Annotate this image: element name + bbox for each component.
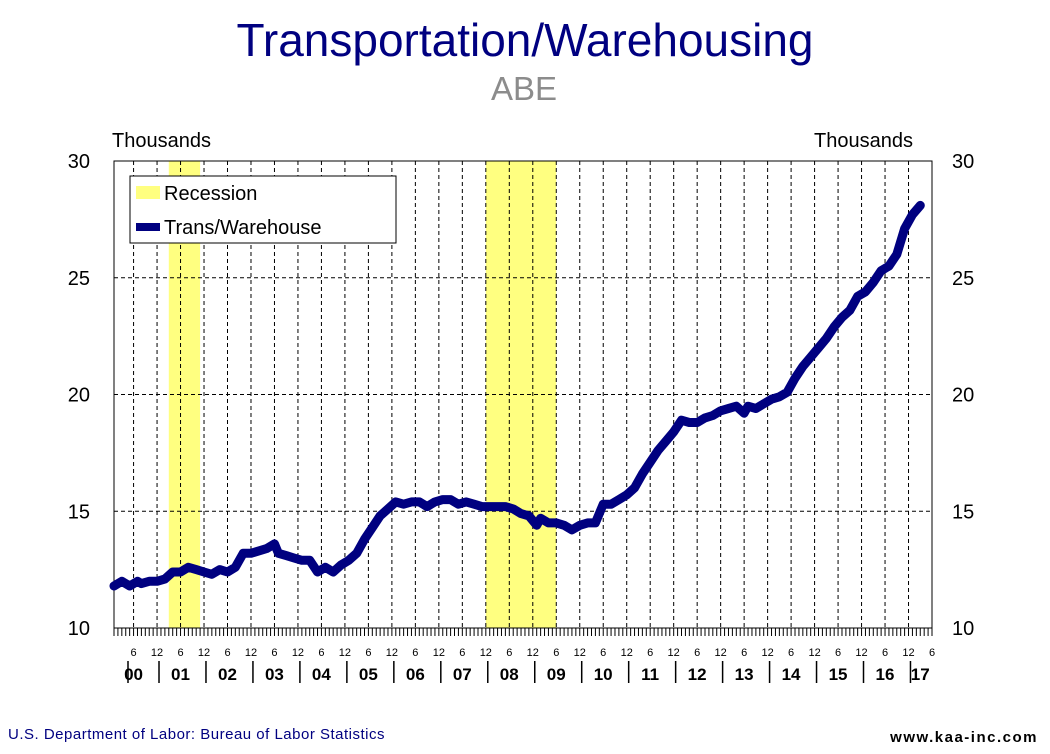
- year-label: 15: [829, 665, 848, 684]
- month-tick-label: 6: [741, 647, 747, 659]
- month-tick-label: 6: [553, 647, 559, 659]
- month-tick-label: 12: [574, 647, 586, 659]
- month-tick-label: 6: [929, 647, 935, 659]
- year-label: 12: [688, 665, 707, 684]
- year-label: 14: [782, 665, 801, 684]
- month-tick-label: 12: [855, 647, 867, 659]
- month-tick-label: 6: [694, 647, 700, 659]
- month-tick-label: 12: [480, 647, 492, 659]
- legend-swatch-trans-warehouse: [136, 223, 160, 231]
- month-tick-label: 6: [835, 647, 841, 659]
- year-label: 08: [500, 665, 519, 684]
- year-label: 03: [265, 665, 284, 684]
- month-tick-label: 12: [668, 647, 680, 659]
- month-tick-label: 12: [386, 647, 398, 659]
- y-tick-label-left: 25: [68, 268, 90, 290]
- month-tick-label: 12: [808, 647, 820, 659]
- year-label: 07: [453, 665, 472, 684]
- month-tick-label: 12: [245, 647, 257, 659]
- y-tick-label-right: 10: [952, 618, 974, 640]
- legend-box: [129, 175, 397, 244]
- footer-source: U.S. Department of Labor: Bureau of Labo…: [8, 726, 385, 743]
- month-tick-label: 12: [151, 647, 163, 659]
- y-tick-label-left: 30: [68, 151, 90, 173]
- year-label: 02: [218, 665, 237, 684]
- year-label: 17: [911, 665, 930, 684]
- chart-title: Transportation/Warehousing: [237, 14, 814, 66]
- month-tick-label: 12: [527, 647, 539, 659]
- trans-warehouse-line: [109, 200, 925, 591]
- year-label: 09: [547, 665, 566, 684]
- month-tick-label: 12: [715, 647, 727, 659]
- year-label: 04: [312, 665, 331, 684]
- month-tick-label: 6: [224, 647, 230, 659]
- month-tick-label: 6: [882, 647, 888, 659]
- legend-label-recession: Recession: [164, 183, 257, 205]
- legend-swatch-recession: [136, 186, 160, 199]
- month-tick-label: 12: [198, 647, 210, 659]
- y-tick-label-left: 20: [68, 385, 90, 407]
- month-tick-label: 6: [459, 647, 465, 659]
- year-label: 01: [171, 665, 190, 684]
- month-tick-label: 12: [621, 647, 633, 659]
- legend: Recession Trans/Warehouse: [129, 175, 397, 244]
- month-tick-label: 6: [412, 647, 418, 659]
- month-tick-label: 12: [433, 647, 445, 659]
- year-label: 06: [406, 665, 425, 684]
- month-tick-label: 6: [647, 647, 653, 659]
- y-tick-label-right: 30: [952, 151, 974, 173]
- right-axis-unit: Thousands: [814, 130, 913, 152]
- y-tick-label-left: 10: [68, 618, 90, 640]
- month-tick-label: 12: [292, 647, 304, 659]
- y-tick-label-right: 15: [952, 501, 974, 523]
- year-label: 05: [359, 665, 378, 684]
- month-tick-label: 12: [902, 647, 914, 659]
- month-tick-label: 6: [365, 647, 371, 659]
- month-tick-label: 6: [600, 647, 606, 659]
- y-tick-label-right: 20: [952, 385, 974, 407]
- left-axis-unit: Thousands: [112, 130, 211, 152]
- month-tick-label: 6: [271, 647, 277, 659]
- month-tick-label: 12: [761, 647, 773, 659]
- month-tick-label: 6: [131, 647, 137, 659]
- month-tick-label: 6: [506, 647, 512, 659]
- legend-label-trans-warehouse: Trans/Warehouse: [164, 217, 321, 239]
- year-label: 10: [594, 665, 613, 684]
- month-tick-label: 6: [177, 647, 183, 659]
- chart-subtitle: ABE: [491, 70, 557, 107]
- y-tick-label-left: 15: [68, 501, 90, 523]
- month-tick-label: 6: [788, 647, 794, 659]
- y-axis-ticks: 10 10 15 15 20 20 25 25 30 30: [68, 151, 975, 640]
- year-label: 11: [641, 665, 659, 684]
- month-tick-label: 6: [318, 647, 324, 659]
- footer-website: www.kaa-inc.com: [889, 729, 1038, 746]
- y-tick-label-right: 25: [952, 268, 974, 290]
- year-label: 00: [124, 665, 143, 684]
- x-axis: 6 12 6 12 6 12 6 12 6 12 6 12 6 12 6 12 6 12 6 12 6 12 6 12 6 12 6…: [113, 628, 935, 684]
- year-label: 16: [876, 665, 895, 684]
- month-tick-label: 12: [339, 647, 351, 659]
- year-label: 13: [735, 665, 754, 684]
